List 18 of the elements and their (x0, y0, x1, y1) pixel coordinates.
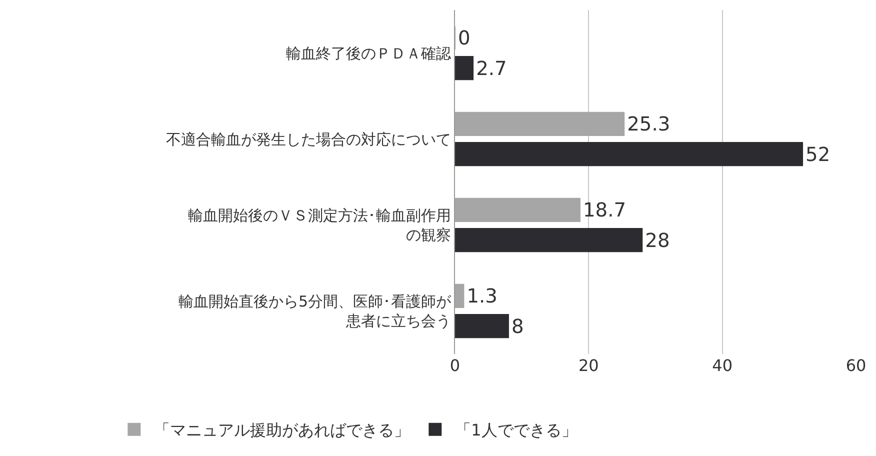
y-tick-label: 輸血終了後のＰＤＡ確認 (286, 44, 451, 62)
data-label: 28 (645, 228, 670, 252)
y-tick-label: 輸血開始直後から5分間、医師･看護師が患者に立ち会う (178, 292, 452, 330)
y-tick-label: 輸血開始後のＶＳ測定方法･輸血副作用の観察 (188, 206, 451, 244)
x-tick-label: 20 (578, 356, 599, 375)
data-label: 2.7 (476, 56, 507, 80)
legend-label: 「マニュアル援助があればできる」 (154, 420, 410, 440)
x-tick-label: 0 (450, 356, 460, 375)
x-tick-label: 60 (846, 356, 866, 375)
data-label: 0 (458, 26, 470, 50)
x-tick-label: 40 (712, 356, 733, 375)
data-label: 8 (511, 314, 524, 338)
data-label: 1.3 (466, 284, 498, 308)
data-label: 25.3 (627, 112, 670, 136)
data-label: 18.7 (582, 198, 626, 222)
legend-label: 「1人でできる」 (455, 420, 578, 440)
data-label: 52 (806, 142, 830, 166)
y-tick-label: 不適合輸血が発生した場合の対応について (166, 130, 451, 148)
